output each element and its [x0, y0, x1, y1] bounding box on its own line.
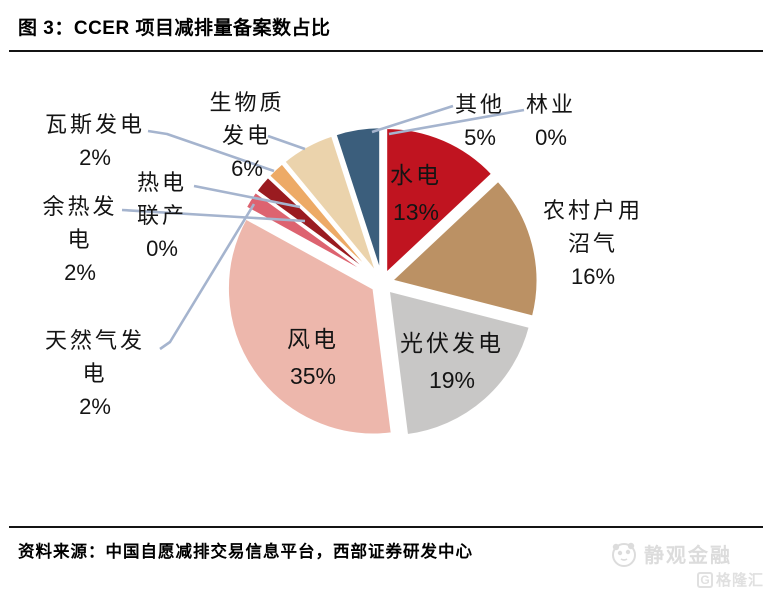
panda-logo-icon	[612, 542, 636, 567]
watermark-brand-text: 静观金融	[644, 544, 732, 567]
pie-slice-生物质发电	[282, 133, 379, 275]
leader-line-waste-heat	[121, 208, 306, 223]
slice-label-gas-power: 瓦斯发电 2%	[44, 112, 146, 170]
leader-line-gas-power	[147, 129, 275, 173]
leader-lines-group	[121, 104, 525, 351]
slice-label-other: 其他 5%	[454, 92, 506, 150]
slice-label-forestry: 林业 0%	[525, 92, 577, 150]
slice-label-wind: 风电 35%	[287, 327, 339, 389]
leader-line-other	[371, 104, 454, 134]
slice-label-natural-gas: 天然气发电 2%	[44, 328, 145, 419]
pie-slice-天然气发电	[243, 190, 375, 279]
pie-slice-水电	[384, 126, 495, 277]
leader-line-biomass	[267, 134, 306, 151]
leader-line-forestry	[388, 108, 525, 136]
watermark: 静观金融 G 格隆汇	[606, 538, 766, 590]
slice-label-biomass: 生物质发电 6%	[209, 90, 285, 181]
pie-slices-group	[226, 125, 539, 437]
slice-label-waste-heat: 余热发电 2%	[42, 194, 118, 285]
slice-label-photovoltaic: 光伏发电 19%	[400, 331, 504, 393]
leader-line-natural-gas	[159, 203, 256, 351]
pie-slice-瓦斯发电	[267, 161, 377, 277]
slice-label-rural-biogas: 农村户用沼气 16%	[542, 198, 643, 289]
pie-slice-光伏发电	[387, 288, 532, 437]
pie-slice-风电	[226, 216, 394, 436]
slice-label-hydro: 水电 13%	[390, 163, 442, 225]
pie-slice-余热发电	[254, 175, 376, 278]
watermark-platform-text: 格隆汇	[715, 572, 764, 589]
leader-line-cogeneration	[193, 184, 301, 209]
figure-title: 图 3：CCER 项目减排量备案数占比	[18, 18, 331, 39]
title-divider	[9, 50, 763, 52]
pie-slice-农村户用沼气	[389, 178, 539, 319]
pie-slice-其他	[333, 125, 382, 274]
footer-divider	[9, 526, 763, 528]
gelonghui-g-logo-icon: G	[696, 571, 713, 588]
source-note: 资料来源：中国自愿减排交易信息平台，西部证券研发中心	[18, 542, 473, 561]
slice-label-cogeneration: 热电联产 0%	[136, 170, 187, 261]
